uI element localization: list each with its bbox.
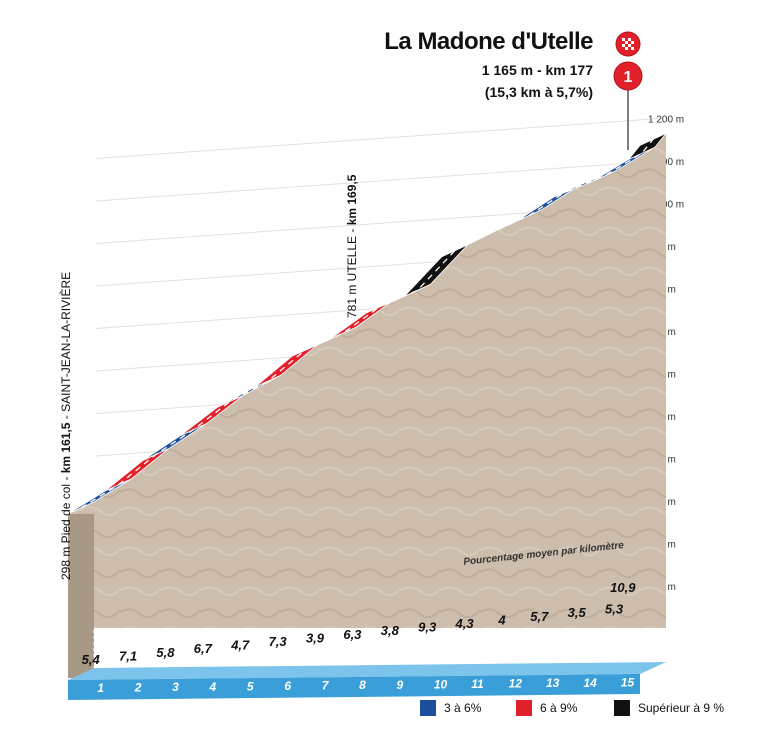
legend-item-over-9: Supérieur à 9 %: [614, 700, 724, 716]
km-label: 10: [434, 677, 448, 691]
y-tick-label: 1 200 m: [648, 115, 684, 126]
gradient-label: 4,7: [230, 638, 250, 653]
legend-item-3-6: 3 à 6%: [420, 700, 481, 716]
km-label: 3: [172, 680, 179, 694]
km-label: 13: [546, 676, 560, 690]
grid-line: [95, 160, 661, 202]
utelle-label-altitude: 781 m UTELLE -: [345, 225, 359, 318]
terrain-surface: [68, 133, 666, 640]
checker-square: [622, 44, 625, 47]
km-label: 4: [209, 680, 217, 694]
km-base: [68, 662, 666, 700]
km-label: 7: [322, 679, 330, 693]
climb-name: La Madone d'Utelle: [384, 28, 593, 55]
summit-markers: 1: [613, 31, 643, 150]
category-number: 1: [624, 69, 633, 86]
km-label: 12: [509, 677, 523, 691]
km-label: 1: [97, 681, 104, 695]
checker-square: [622, 38, 625, 41]
grid-line: [95, 118, 661, 159]
gradient-label: 7,1: [119, 648, 137, 663]
start-label-km: km 161,5: [59, 422, 73, 473]
km-label: 6: [284, 679, 291, 693]
gradient-label: 5,3: [605, 602, 624, 617]
checker-square: [625, 41, 628, 44]
terrain-front-face: [68, 513, 94, 678]
legend-swatch-red: [516, 700, 532, 716]
climb-length-gradient: (15,3 km à 5,7%): [484, 84, 593, 100]
start-label-altitude: 298 m Pied de col -: [59, 473, 73, 580]
floor-line: [93, 629, 667, 639]
gradient-band: [67, 133, 667, 515]
gradient-label: 3,5: [568, 605, 587, 620]
gradient-label: 9,3: [418, 620, 437, 635]
road-center-line: [80, 138, 654, 509]
gradient-label: 5,7: [530, 609, 549, 624]
gradient-label: 6,3: [343, 627, 362, 642]
gradient-label: 4,3: [455, 616, 475, 631]
gradient-label: 5,4: [82, 652, 101, 667]
gradient-label: 10,9: [610, 580, 636, 595]
km-label: 9: [396, 678, 403, 692]
gradient-label: 3,8: [381, 623, 400, 638]
legend-swatch-blue: [420, 700, 436, 716]
legend-swatch-black: [614, 700, 630, 716]
utelle-label: 781 m UTELLE - km 169,5: [345, 174, 359, 318]
category-1-icon: [613, 61, 643, 91]
utelle-label-km: km 169,5: [345, 174, 359, 225]
y-tick-label: 1 000 m: [648, 200, 684, 211]
checker-square: [628, 44, 631, 47]
floor-line: [93, 649, 667, 659]
legend-item-6-9: 6 à 9%: [516, 700, 577, 716]
start-label: 298 m Pied de col - km 161,5 - SAINT-JEA…: [58, 272, 73, 580]
km-label: 15: [621, 675, 635, 689]
y-tick-label: 1 100 m: [648, 157, 684, 168]
km-label: 14: [583, 676, 597, 690]
gradient-label: 6,7: [194, 641, 213, 656]
checker-square: [631, 47, 634, 50]
gradient-label: 3,9: [306, 630, 325, 645]
km-label: 8: [359, 678, 366, 692]
km-label: 2: [134, 681, 142, 695]
climb-title-block: La Madone d'Utelle 1 165 m - km 177 (15,…: [384, 28, 593, 100]
checker-square: [628, 38, 631, 41]
gradient-label: 5,8: [156, 645, 175, 660]
km-band-front: [68, 674, 640, 700]
gradient-label: 7,3: [269, 634, 288, 649]
summit-altitude-km: 1 165 m - km 177: [481, 62, 593, 78]
gradient-segment: [628, 133, 667, 160]
km-label: 5: [247, 679, 254, 693]
km-label: 11: [471, 677, 484, 691]
gradient-label: 4: [497, 612, 506, 627]
km-band-top: [68, 662, 666, 680]
checker-square: [631, 41, 634, 44]
terrain-area: [68, 133, 667, 678]
start-label-place: - SAINT-JEAN-LA-RIVIÈRE: [58, 272, 73, 423]
checker-square: [625, 47, 628, 50]
